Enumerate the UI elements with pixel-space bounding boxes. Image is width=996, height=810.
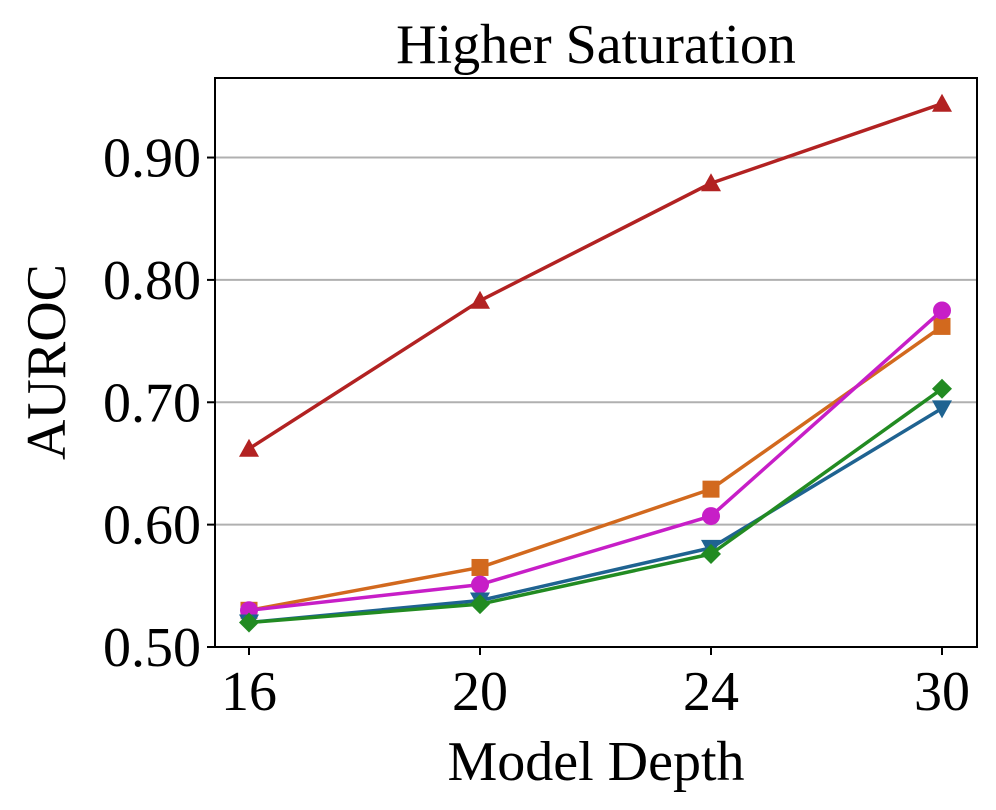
data-point: [933, 301, 951, 320]
data-point: [470, 594, 490, 615]
y-tick-label: 0.70: [103, 372, 201, 434]
x-tick-label: 16: [221, 661, 277, 723]
series-line: [248, 324, 944, 613]
data-point: [702, 507, 720, 526]
series-group: [239, 93, 952, 633]
plot-frame: [214, 77, 978, 648]
series-5: [239, 378, 952, 633]
series-line: [248, 102, 943, 451]
series-line: [248, 387, 944, 625]
data-point: [701, 173, 721, 192]
data-point: [471, 558, 489, 576]
chart-title: Higher Saturation: [396, 14, 796, 76]
data-point: [932, 378, 952, 399]
data-point: [933, 317, 951, 335]
y-axis-label: AUROC: [16, 264, 78, 460]
data-point: [239, 438, 259, 457]
series-3: [240, 301, 951, 620]
y-tick-label: 0.60: [103, 495, 201, 557]
data-point: [471, 575, 489, 594]
y-tick-label: 0.50: [103, 617, 201, 679]
data-point: [470, 290, 490, 309]
series-line: [248, 309, 944, 613]
series-line: [248, 406, 943, 625]
data-point: [932, 400, 952, 419]
y-tick-label: 0.90: [103, 128, 201, 190]
data-point: [702, 480, 720, 498]
data-point: [239, 612, 259, 633]
data-point: [701, 544, 721, 565]
data-point: [932, 93, 952, 112]
x-tick-label: 20: [452, 661, 508, 723]
y-tick-label: 0.80: [103, 250, 201, 312]
x-axis: 16 20 24 30: [221, 647, 970, 723]
x-tick-label: 24: [683, 661, 739, 723]
x-tick-label: 30: [914, 661, 970, 723]
x-axis-label: Model Depth: [447, 731, 744, 793]
grid: [215, 156, 977, 526]
series-4: [239, 400, 952, 633]
y-axis: 0.50 0.60 0.70 0.80 0.90: [103, 128, 215, 679]
series-1: [239, 93, 952, 457]
